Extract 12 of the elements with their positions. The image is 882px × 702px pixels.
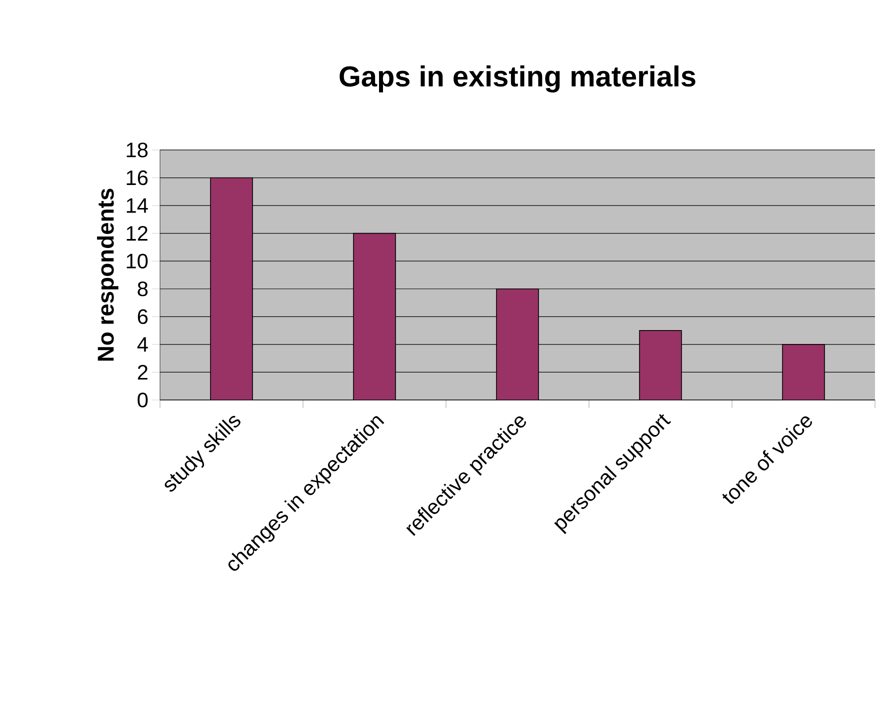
chart-title: Gaps in existing materials (340, 65, 696, 92)
y-tick-label: 2 (138, 364, 148, 380)
y-tick-label: 10 (126, 254, 148, 268)
y-tick-label: 12 (126, 226, 148, 241)
y-tick-label: 0 (138, 392, 148, 408)
y-tick-label: 16 (126, 170, 148, 186)
y-tick-label: 6 (138, 309, 148, 324)
y-tick-label: 8 (138, 281, 148, 296)
y-tick-label: 14 (126, 198, 148, 213)
y-axis-title: No respondents (97, 188, 118, 361)
y-tick-label: 4 (137, 337, 148, 352)
y-tick-label: 18 (126, 142, 148, 158)
